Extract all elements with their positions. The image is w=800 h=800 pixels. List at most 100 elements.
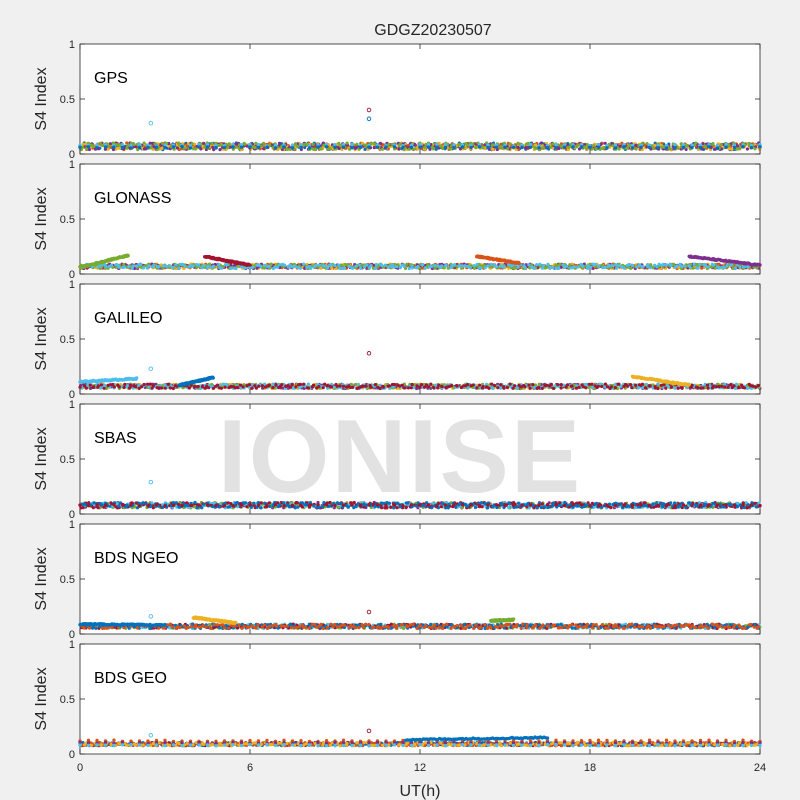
data-point xyxy=(125,146,129,150)
data-point xyxy=(584,386,588,390)
plot-area xyxy=(79,283,761,395)
data-point xyxy=(361,141,365,145)
data-point xyxy=(502,264,506,268)
data-point xyxy=(675,264,679,268)
data-point xyxy=(723,385,727,389)
data-point xyxy=(592,144,596,148)
data-point xyxy=(502,386,506,390)
series-point xyxy=(78,145,82,149)
series-point xyxy=(273,146,278,150)
data-point xyxy=(523,385,527,389)
data-point xyxy=(669,264,673,268)
data-point xyxy=(392,265,396,269)
series-point xyxy=(588,145,592,149)
data-point xyxy=(525,145,530,149)
data-point xyxy=(357,263,361,267)
data-point xyxy=(219,143,224,147)
data-point xyxy=(706,386,710,390)
data-point xyxy=(472,266,477,270)
data-point xyxy=(680,264,684,269)
data-point xyxy=(194,147,198,151)
data-point xyxy=(307,386,311,390)
data-point xyxy=(607,263,611,267)
data-point xyxy=(293,264,297,268)
data-point xyxy=(499,383,503,387)
data-point xyxy=(483,266,487,270)
data-point xyxy=(241,385,245,389)
data-point xyxy=(257,384,261,388)
data-point xyxy=(362,265,367,269)
data-point xyxy=(112,385,116,389)
data-point xyxy=(219,386,223,390)
data-point xyxy=(311,147,315,151)
data-point xyxy=(125,141,129,145)
data-point xyxy=(448,147,452,151)
data-point xyxy=(570,384,574,388)
data-point xyxy=(508,382,512,386)
data-point xyxy=(535,263,539,267)
data-point xyxy=(148,141,152,145)
data-point xyxy=(531,383,535,387)
series-point xyxy=(664,146,669,150)
data-point xyxy=(546,262,550,266)
series-point xyxy=(265,145,269,149)
series-point xyxy=(707,145,711,149)
data-point xyxy=(712,263,716,267)
series-point xyxy=(211,376,215,380)
data-point xyxy=(420,383,424,387)
data-point xyxy=(622,266,627,270)
series-point xyxy=(375,145,380,149)
data-point xyxy=(593,262,598,266)
series-point xyxy=(758,263,762,267)
data-point xyxy=(329,263,334,267)
data-point xyxy=(398,266,402,270)
data-point xyxy=(392,382,397,387)
data-point xyxy=(551,386,556,390)
series-point xyxy=(205,145,210,149)
data-point xyxy=(210,141,214,145)
data-point xyxy=(227,142,231,146)
data-point xyxy=(576,265,580,269)
series-point xyxy=(639,145,643,150)
series-point xyxy=(554,146,558,150)
data-point xyxy=(407,143,411,147)
data-point xyxy=(528,386,532,390)
data-point xyxy=(217,263,221,267)
data-point xyxy=(359,266,363,270)
data-point xyxy=(91,144,95,149)
data-point xyxy=(487,386,491,390)
data-point xyxy=(406,386,410,390)
data-point xyxy=(351,266,355,270)
y-tick-label: 1 xyxy=(69,159,75,171)
data-point xyxy=(183,146,188,150)
data-point xyxy=(223,385,227,389)
series-point xyxy=(307,146,312,150)
y-axis-label: S4 Index xyxy=(33,187,50,250)
data-point xyxy=(142,141,146,145)
data-point xyxy=(664,263,669,267)
data-point xyxy=(635,265,639,269)
data-point xyxy=(337,146,341,151)
data-point xyxy=(168,386,172,390)
data-point xyxy=(387,142,391,146)
data-point xyxy=(730,263,734,267)
data-point xyxy=(733,266,738,270)
series-point xyxy=(171,145,176,149)
data-point xyxy=(200,385,205,389)
series-point xyxy=(435,145,439,149)
series-point xyxy=(282,145,286,149)
data-point xyxy=(271,386,275,390)
data-point xyxy=(278,263,282,267)
data-point xyxy=(437,383,441,387)
series-point xyxy=(656,146,660,150)
series-point xyxy=(724,145,728,149)
data-point xyxy=(234,266,238,270)
data-point xyxy=(296,265,300,269)
data-point xyxy=(239,265,243,269)
data-point xyxy=(429,382,433,386)
data-point xyxy=(711,142,715,146)
series-point xyxy=(222,145,227,150)
series-point xyxy=(477,145,482,149)
data-point xyxy=(409,386,413,390)
data-point xyxy=(474,146,478,150)
